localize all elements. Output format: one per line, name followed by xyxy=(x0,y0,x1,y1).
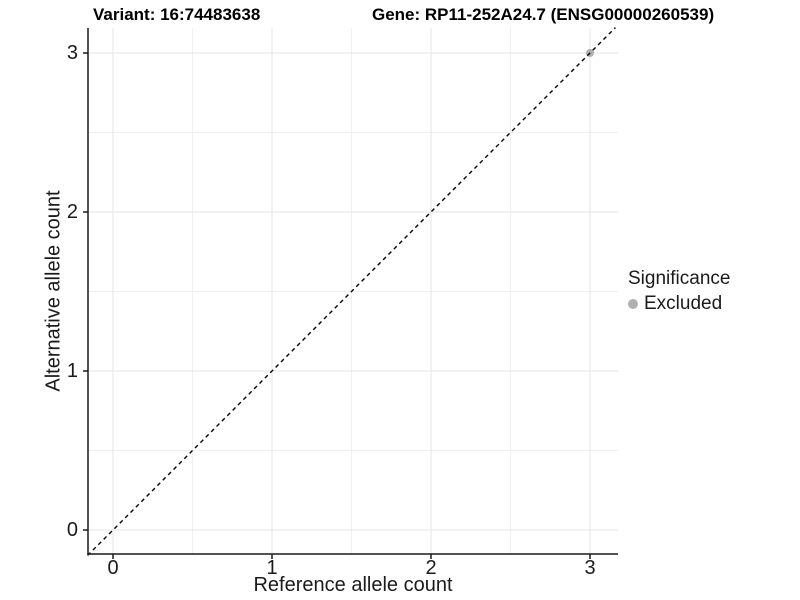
legend-item-excluded: Excluded xyxy=(628,293,730,315)
y-tick-label: 1 xyxy=(66,360,78,382)
gene-title: Gene: RP11-252A24.7 (ENSG00000260539) xyxy=(372,5,715,24)
legend: Significance Excluded xyxy=(628,268,730,315)
x-tick-label: 1 xyxy=(266,557,278,579)
x-tick-label: 0 xyxy=(107,557,119,579)
y-tick-label: 2 xyxy=(66,201,78,223)
y-axis-title: Alternative allele count xyxy=(42,190,65,392)
legend-title: Significance xyxy=(628,268,731,289)
y-tick-label: 3 xyxy=(66,42,78,64)
x-tick-label: 2 xyxy=(425,557,437,579)
x-axis-title: Reference allele count xyxy=(253,574,453,596)
identity-line xyxy=(87,27,616,556)
x-tick-label: 3 xyxy=(584,557,596,579)
y-tick-label: 0 xyxy=(66,519,78,541)
legend-item-label: Excluded xyxy=(644,293,723,314)
excluded-point-icon xyxy=(628,299,638,309)
variant-title: Variant: 16:74483638 xyxy=(93,5,261,24)
